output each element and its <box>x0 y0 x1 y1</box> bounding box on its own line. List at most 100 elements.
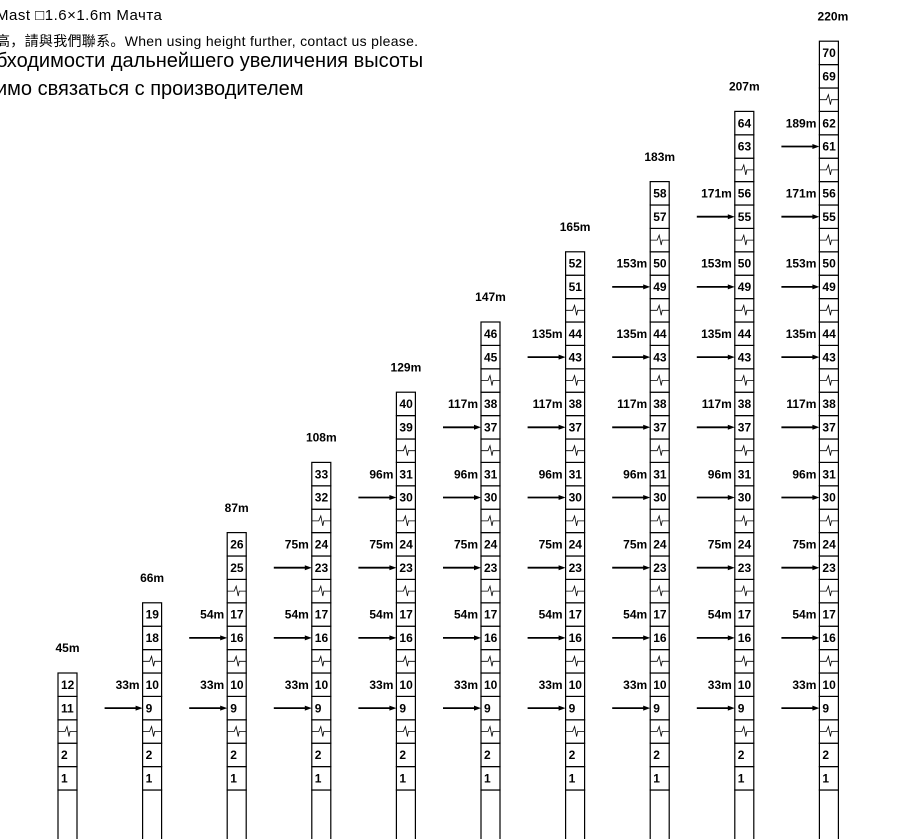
break-symbol <box>227 654 247 667</box>
tie-arrowhead <box>558 495 566 500</box>
section-number: 45 <box>484 350 498 364</box>
section-number: 50 <box>738 257 752 271</box>
break-symbol <box>142 725 162 737</box>
section-number: 17 <box>653 608 667 622</box>
tie-arrowhead <box>812 284 820 290</box>
tie-height: 171m <box>786 186 817 200</box>
section-number: 16 <box>569 631 583 645</box>
section-number: 10 <box>230 678 244 692</box>
section-number: 46 <box>484 327 498 341</box>
tie-height: 33m <box>623 678 647 692</box>
section-number: 33 <box>315 467 329 481</box>
tie-arrowhead <box>558 424 566 430</box>
section-number: 1 <box>653 771 660 785</box>
section-number: 1 <box>738 771 745 785</box>
tie-arrowhead <box>643 705 651 711</box>
section-number: 16 <box>738 631 752 645</box>
mast-height: 108m <box>306 431 337 445</box>
mast-height: 220m <box>818 9 849 23</box>
mast-section <box>734 110 755 136</box>
mast-section <box>395 391 416 417</box>
tie-arrowhead <box>304 565 312 571</box>
section-number: 26 <box>230 537 244 551</box>
section-number: 31 <box>484 467 498 481</box>
break-symbol <box>311 514 331 526</box>
break-symbol <box>819 654 839 667</box>
tie-height: 96m <box>454 467 478 481</box>
section-number: 23 <box>484 561 498 575</box>
mast-base <box>818 789 840 839</box>
mast-height: 66m <box>140 571 164 585</box>
tie-arrowhead <box>558 354 566 360</box>
header-line: имо связаться с производителем <box>0 78 304 100</box>
tie-arrowhead <box>727 424 735 430</box>
section-number: 37 <box>653 420 667 434</box>
section-number: 11 <box>61 701 74 715</box>
tie-arrowhead <box>474 705 481 711</box>
tie-height: 33m <box>200 678 224 692</box>
break-symbol <box>819 233 839 246</box>
section-number: 69 <box>822 69 836 83</box>
tie-arrowhead <box>135 705 143 711</box>
tie-height: 75m <box>792 537 816 551</box>
section-number: 24 <box>315 537 329 551</box>
section-number: 10 <box>822 678 836 692</box>
tie-height: 135m <box>616 327 647 341</box>
tie-arrowhead <box>474 424 481 430</box>
section-number: 2 <box>230 748 237 762</box>
break-symbol <box>565 374 585 386</box>
section-number: 17 <box>738 608 752 622</box>
break-symbol <box>311 654 331 667</box>
tie-height: 33m <box>792 678 816 692</box>
break-symbol <box>819 303 839 316</box>
section-number: 9 <box>146 701 153 715</box>
break-symbol <box>396 654 416 667</box>
tie-height: 54m <box>200 608 224 622</box>
section-number: 10 <box>738 678 752 692</box>
tie-height: 153m <box>786 257 817 271</box>
section-number: 16 <box>315 631 329 645</box>
tie-height: 33m <box>285 678 309 692</box>
section-number: 16 <box>484 631 498 645</box>
section-number: 16 <box>653 631 667 645</box>
tie-height: 33m <box>539 678 563 692</box>
section-number: 39 <box>399 420 413 434</box>
section-number: 43 <box>653 350 667 364</box>
break-symbol <box>734 374 754 386</box>
break-symbol <box>650 654 670 667</box>
tie-arrowhead <box>304 705 312 711</box>
tie-arrowhead <box>727 495 735 500</box>
section-number: 37 <box>569 420 583 434</box>
section-number: 31 <box>822 467 836 481</box>
break-symbol <box>650 584 670 597</box>
break-symbol <box>481 514 500 526</box>
section-number: 38 <box>738 397 752 411</box>
section-number: 31 <box>399 467 413 481</box>
section-number: 1 <box>230 771 237 785</box>
section-number: 30 <box>399 491 413 505</box>
section-number: 32 <box>315 491 329 505</box>
section-number: 1 <box>399 771 406 785</box>
section-number: 17 <box>230 608 244 622</box>
section-number: 2 <box>653 748 660 762</box>
mast-section <box>649 181 670 206</box>
tie-arrowhead <box>727 705 735 711</box>
break-symbol <box>565 584 585 597</box>
mast-height: 207m <box>729 80 760 94</box>
section-number: 2 <box>484 748 491 762</box>
section-number: 10 <box>653 678 667 692</box>
tie-arrowhead <box>643 565 651 571</box>
mast-height: 183m <box>644 150 675 164</box>
break-symbol <box>396 725 416 737</box>
break-symbol <box>734 163 754 175</box>
section-number: 16 <box>399 631 413 645</box>
section-number: 24 <box>399 537 413 551</box>
section-number: 56 <box>738 186 752 200</box>
tie-height: 135m <box>786 327 817 341</box>
break-symbol <box>819 93 839 105</box>
tie-height: 75m <box>454 537 478 551</box>
tie-arrowhead <box>812 354 820 360</box>
tie-arrowhead <box>812 565 820 571</box>
break-symbol <box>58 725 77 737</box>
